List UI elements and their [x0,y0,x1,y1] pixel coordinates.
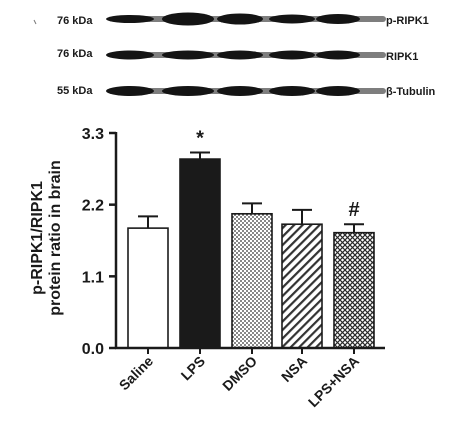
bar-chart-panel: p-RIPK1/RIPK1 protein ratio in brain 0.0… [29,126,385,410]
band-r2-lane-2 [162,50,214,60]
blot-row-3: 55 kDa β-Tubulin [57,85,436,98]
kda-label-2: 76 kDa [57,48,93,60]
speck-mark [33,19,37,25]
bar-lps [179,158,221,349]
x-category-label-lps: LPS [178,353,209,384]
western-blot-panel: 76 kDa p-RIPK1 76 kDa RIPK1 55 kDa β-Tub… [33,12,436,98]
x-category-label-lps-nsa: LPS+NSA [305,353,362,410]
blot-row-2: 76 kDa RIPK1 [57,48,418,63]
kda-label-3: 55 kDa [57,85,93,97]
significance-marker-lps-nsa: # [348,199,359,221]
kda-label-1: 76 kDa [57,15,93,27]
y-tick-label: 0.0 [82,341,104,358]
significance-marker-lps: * [196,128,204,150]
band-r1-lane-4 [269,14,315,24]
band-r3-lane-4 [269,86,315,96]
y-axis-title: p-RIPK1/RIPK1 protein ratio in brain [29,160,64,316]
band-r3-lane-3 [217,86,263,96]
band-r3-lane-1 [106,86,154,96]
y-axis: 0.0 1.1 2.2 3.3 [82,126,118,358]
band-r2-lane-4 [269,50,315,60]
protein-label-p-ripk1: p-RIPK1 [386,15,429,27]
band-r1-lane-3 [217,13,263,25]
y-tick-label: 3.3 [82,126,104,143]
bar-nsa [281,223,323,349]
band-r1-lane-2 [162,12,214,26]
band-r1-lane-5 [316,14,360,24]
blot-row-1: 76 kDa p-RIPK1 [57,15,429,27]
y-tick-label: 1.1 [82,269,104,286]
bars: *# [127,128,375,349]
band-r2-lane-5 [316,50,360,60]
bar-lps-nsa [333,231,375,349]
protein-label-ripk1: RIPK1 [386,51,418,63]
band-r2-lane-1 [106,50,154,60]
x-category-label-nsa: NSA [278,353,310,385]
y-axis-title-line-2: protein ratio in brain [47,160,64,316]
band-r1-lane-1 [106,15,154,23]
bar-saline [127,227,169,349]
y-axis-title-line-1: p-RIPK1/RIPK1 [29,181,46,295]
band-r3-lane-5 [316,86,360,96]
band-r3-lane-2 [162,86,214,96]
bar-dmso [231,212,273,349]
y-tick-label: 2.2 [82,198,104,215]
x-category-label-saline: Saline [116,353,157,394]
band-r2-lane-3 [217,50,263,60]
x-category-label-dmso: DMSO [219,353,260,394]
protein-label-beta-tubulin: β-Tubulin [386,86,436,98]
blot-bands [33,12,386,96]
